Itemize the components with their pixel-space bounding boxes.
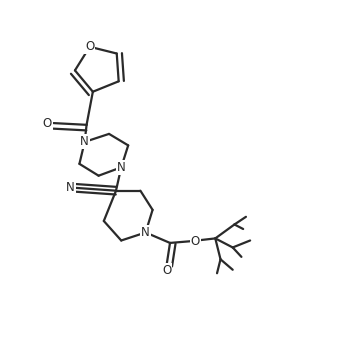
Text: O: O [162,264,171,277]
Text: N: N [117,161,125,174]
Text: O: O [190,235,200,248]
Text: O: O [85,40,94,53]
Text: O: O [42,117,52,130]
Text: N: N [80,135,89,148]
Text: N: N [141,226,150,239]
Text: N: N [66,181,75,194]
